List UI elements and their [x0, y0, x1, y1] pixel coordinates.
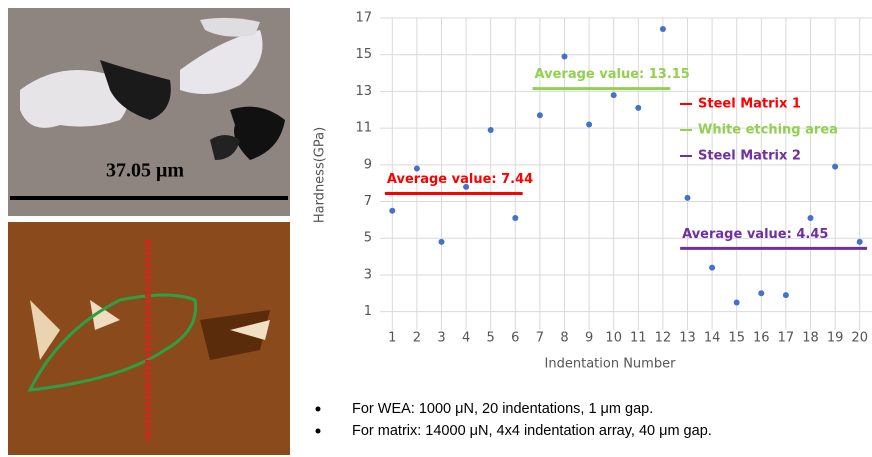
- data-point: [832, 164, 838, 170]
- data-point: [857, 239, 863, 245]
- data-point: [488, 127, 494, 133]
- y-tick-label: 13: [355, 84, 372, 99]
- legend-label: Steel Matrix 2: [698, 149, 801, 164]
- page: {"chart_data": {"type": "scatter", "y_la…: [0, 0, 872, 457]
- average-label: Average value: 4.45: [682, 227, 828, 242]
- micrograph: 37.05 μm: [8, 8, 290, 216]
- data-point: [758, 290, 764, 296]
- x-tick-label: 16: [753, 331, 770, 346]
- y-tick-label: 3: [364, 267, 372, 282]
- x-tick-label: 11: [630, 331, 647, 346]
- data-point: [537, 112, 543, 118]
- y-tick-label: 17: [355, 11, 372, 26]
- data-point: [512, 215, 518, 221]
- x-tick-label: 10: [605, 331, 622, 346]
- x-tick-label: 5: [487, 331, 495, 346]
- average-label: Average value: 7.44: [387, 172, 533, 187]
- data-point: [734, 299, 740, 305]
- y-tick-label: 7: [364, 194, 372, 209]
- y-tick-label: 5: [364, 231, 372, 246]
- x-tick-label: 18: [802, 331, 819, 346]
- x-tick-label: 3: [437, 331, 445, 346]
- y-axis-title: Hardness(GPa): [313, 127, 328, 223]
- x-tick-label: 14: [704, 331, 721, 346]
- data-point: [389, 208, 395, 214]
- data-point: [808, 215, 814, 221]
- x-tick-label: 4: [462, 331, 470, 346]
- x-tick-label: 20: [851, 331, 868, 346]
- x-tick-label: 7: [536, 331, 544, 346]
- x-tick-label: 19: [827, 331, 844, 346]
- legend-label: White etching area: [698, 123, 838, 138]
- y-tick-label: 15: [355, 47, 372, 62]
- x-tick-label: 17: [778, 331, 795, 346]
- bullet: For matrix: 14000 μN, 4x4 indentation ar…: [352, 423, 712, 439]
- x-tick-label: 6: [511, 331, 519, 346]
- y-tick-label: 1: [364, 304, 372, 319]
- data-point: [635, 105, 641, 111]
- x-tick-label: 12: [655, 331, 672, 346]
- x-axis-title: Indentation Number: [545, 357, 677, 372]
- data-point: [562, 54, 568, 60]
- bullet-list: For WEA: 1000 μN, 20 indentations, 1 μm …: [316, 401, 712, 439]
- data-point: [586, 121, 592, 127]
- x-tick-label: 9: [585, 331, 593, 346]
- data-point: [660, 26, 666, 32]
- average-label: Average value: 13.15: [535, 67, 690, 82]
- data-point: [685, 195, 691, 201]
- data-point: [783, 292, 789, 298]
- x-tick-label: 2: [413, 331, 421, 346]
- x-tick-label: 15: [728, 331, 745, 346]
- afm-image: [8, 222, 290, 455]
- data-point: [414, 165, 420, 171]
- legend-label: Steel Matrix 1: [698, 97, 801, 112]
- x-tick-label: 8: [560, 331, 568, 346]
- scale-label: 37.05 μm: [106, 160, 184, 182]
- y-tick-label: 11: [355, 121, 372, 136]
- x-tick-label: 13: [679, 331, 696, 346]
- data-point: [611, 92, 617, 98]
- data-point: [709, 265, 715, 271]
- data-point: [439, 239, 445, 245]
- x-tick-label: 1: [388, 331, 396, 346]
- bullet: For WEA: 1000 μN, 20 indentations, 1 μm …: [352, 401, 653, 417]
- y-tick-label: 9: [364, 157, 372, 172]
- figure: 37.05 μm For WEA: 1000 μN, 20 indentatio…: [0, 0, 872, 457]
